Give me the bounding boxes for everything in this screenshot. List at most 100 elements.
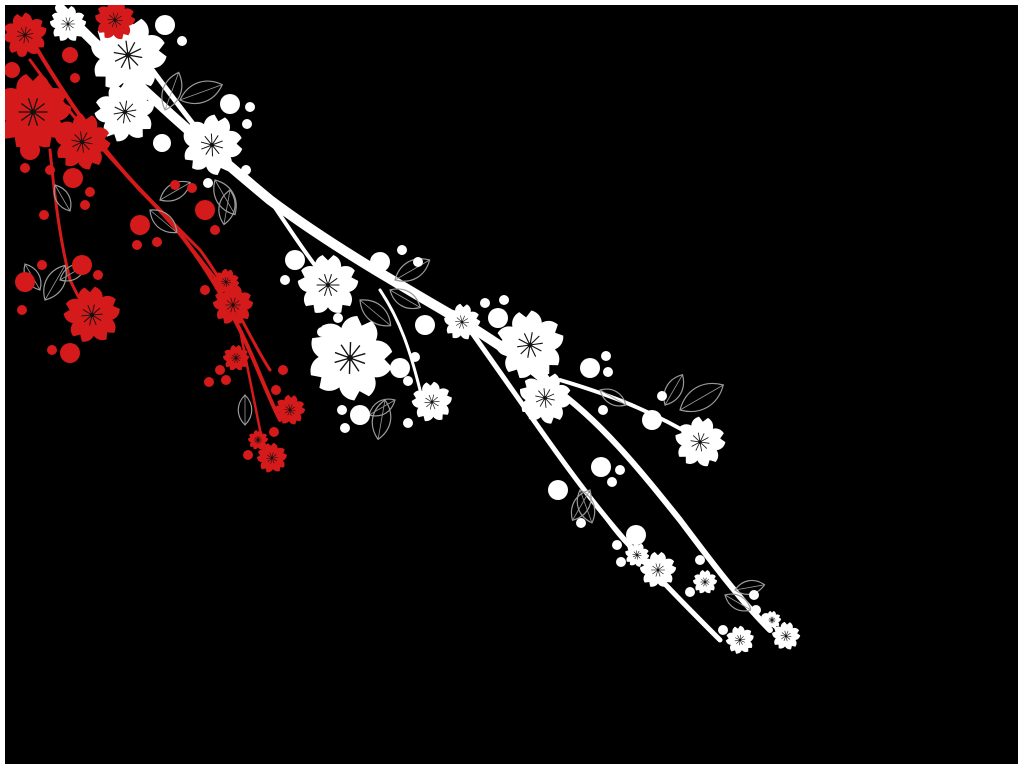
blossoms <box>5 5 801 654</box>
leaf-vein <box>389 289 421 308</box>
red-bud-dot <box>37 260 47 270</box>
red-blossom <box>95 5 136 40</box>
flower-center <box>704 581 706 583</box>
red-bud-dot <box>221 375 231 385</box>
white-bud-dot <box>155 15 175 35</box>
petal <box>696 442 719 467</box>
white-bud-dot <box>370 252 390 272</box>
red-blossom <box>5 74 72 148</box>
flower-center <box>209 142 215 148</box>
petal <box>277 409 291 424</box>
white-blossom <box>772 621 801 650</box>
flower-center <box>225 281 227 283</box>
petal <box>521 396 546 420</box>
white-blossom <box>675 416 726 467</box>
leaf-vein <box>359 299 391 327</box>
leaf-vein <box>214 179 236 215</box>
flower-center <box>122 109 128 115</box>
leaf-vein <box>368 399 396 416</box>
petal <box>94 96 125 123</box>
petal <box>57 141 83 167</box>
petal <box>124 110 152 138</box>
red-bud-dot <box>15 272 35 292</box>
flower-center <box>113 18 117 22</box>
white-bud-dot <box>285 250 305 270</box>
petal <box>774 635 787 649</box>
leaf-outline <box>394 258 431 282</box>
leaf-outline <box>213 179 237 216</box>
leaf <box>179 80 224 105</box>
flower-center <box>80 140 84 144</box>
red-bud-dot <box>39 210 49 220</box>
red-bud-dot <box>170 180 180 190</box>
leaf-vein <box>734 584 765 591</box>
petal <box>214 281 227 294</box>
red-bud-dot <box>215 365 225 375</box>
red-bud-dot <box>85 187 95 197</box>
petal <box>771 619 780 629</box>
red-bud-dot <box>72 255 92 275</box>
red-bud-dot <box>20 163 30 173</box>
petal <box>184 143 213 170</box>
flower-center <box>785 635 787 637</box>
red-blossom <box>213 268 240 295</box>
flower-center <box>739 639 741 641</box>
red-blossom <box>63 286 120 342</box>
stamen <box>699 441 710 444</box>
leaf <box>389 288 422 310</box>
petal <box>49 12 68 29</box>
white-bud-dot <box>413 257 423 267</box>
leaf <box>218 189 236 226</box>
white-bud-dot <box>403 418 413 428</box>
leaf <box>394 258 431 282</box>
petal <box>5 88 33 122</box>
white-blossom <box>520 371 572 424</box>
leaf <box>159 180 192 202</box>
flower-center <box>698 440 702 444</box>
branch-stem <box>55 5 555 390</box>
stamen <box>349 357 366 365</box>
red-bud-dot <box>271 385 281 395</box>
leaf-vein <box>679 384 724 411</box>
branch-stem <box>28 58 272 372</box>
leaf-vein <box>394 259 430 281</box>
petal <box>446 321 463 339</box>
white-blossom <box>725 625 754 654</box>
petal <box>739 639 753 653</box>
white-bud-dot <box>612 540 622 550</box>
white-blossom <box>94 81 155 142</box>
white-blossom <box>762 611 782 629</box>
red-bud-dot <box>187 183 197 193</box>
white-blossom <box>444 303 481 340</box>
red-bud-dot <box>5 62 20 78</box>
flower-center <box>30 109 36 115</box>
petal <box>271 457 285 472</box>
petal <box>212 292 233 310</box>
red-bud-dot <box>45 165 55 175</box>
petal <box>94 53 130 88</box>
petal <box>112 20 131 40</box>
white-bud-dot <box>340 423 350 433</box>
petal <box>121 55 155 93</box>
petal <box>528 344 560 375</box>
leaf <box>359 299 392 327</box>
stamen <box>24 33 34 36</box>
petal <box>784 636 797 650</box>
white-bud-dot <box>626 525 646 545</box>
flower-center <box>125 52 131 58</box>
petal <box>325 284 352 313</box>
stamen <box>225 281 231 284</box>
petal <box>625 546 637 557</box>
flower-center <box>23 33 27 37</box>
leaf <box>43 264 67 301</box>
leaf-vein <box>664 374 683 406</box>
flower-center <box>656 568 660 572</box>
red-blossom <box>247 430 269 450</box>
petal <box>98 19 117 38</box>
petal <box>234 357 247 371</box>
petal <box>29 111 64 148</box>
red-bud-dot <box>17 305 27 315</box>
white-bud-dot <box>615 465 625 475</box>
leaf-vein <box>44 265 66 301</box>
white-bud-dot <box>616 557 626 567</box>
